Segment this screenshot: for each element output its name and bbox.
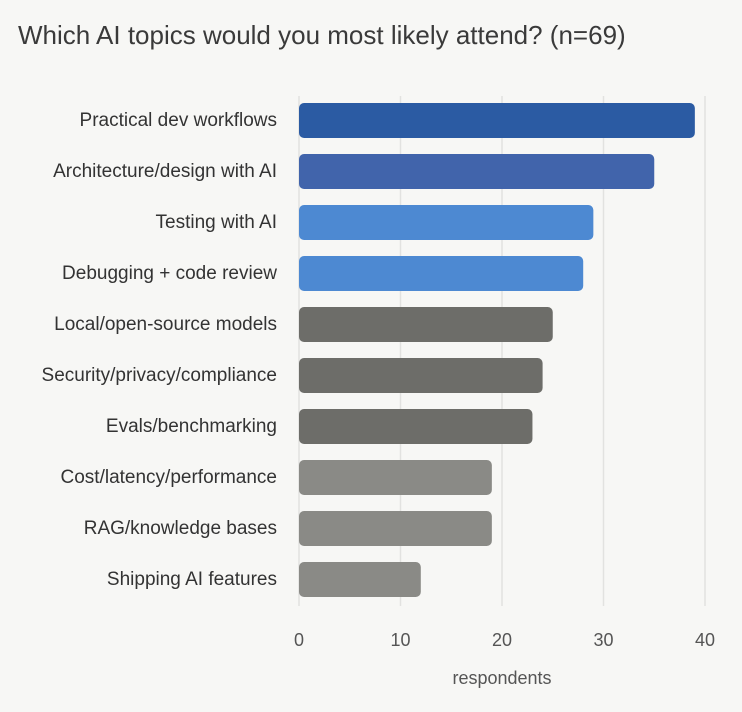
category-label-9: Shipping AI features [107,569,277,590]
bar-7[interactable] [299,460,492,495]
category-label-8: RAG/knowledge bases [84,518,277,539]
bar-9[interactable] [299,562,421,597]
category-label-7: Cost/latency/performance [61,467,278,488]
bar-3[interactable] [299,256,584,291]
category-label-6: Evals/benchmarking [106,416,277,437]
x-axis-ticks: 0 10 20 30 40 [294,630,715,650]
bar-0[interactable] [299,103,695,138]
category-label-5: Security/privacy/compliance [42,365,277,386]
x-tick-label-20: 20 [492,630,512,650]
x-tick-label-10: 10 [390,630,410,650]
bar-6[interactable] [299,409,533,444]
bar-1[interactable] [299,154,655,189]
category-label-3: Debugging + code review [62,263,277,284]
bars-layer [299,103,695,597]
x-tick-label-40: 40 [695,630,715,650]
category-label-4: Local/open-source models [54,314,277,335]
x-tick-label-0: 0 [294,630,304,650]
category-label-0: Practical dev workflows [80,110,277,131]
bar-8[interactable] [299,511,492,546]
x-axis-title: respondents [452,668,551,688]
chart-title: Which AI topics would you most likely at… [18,20,626,50]
bar-5[interactable] [299,358,543,393]
x-tick-label-30: 30 [593,630,613,650]
category-labels: Practical dev workflows Architecture/desi… [42,110,278,590]
bar-2[interactable] [299,205,594,240]
category-label-1: Architecture/design with AI [53,161,277,182]
category-label-2: Testing with AI [156,212,277,233]
bar-4[interactable] [299,307,553,342]
